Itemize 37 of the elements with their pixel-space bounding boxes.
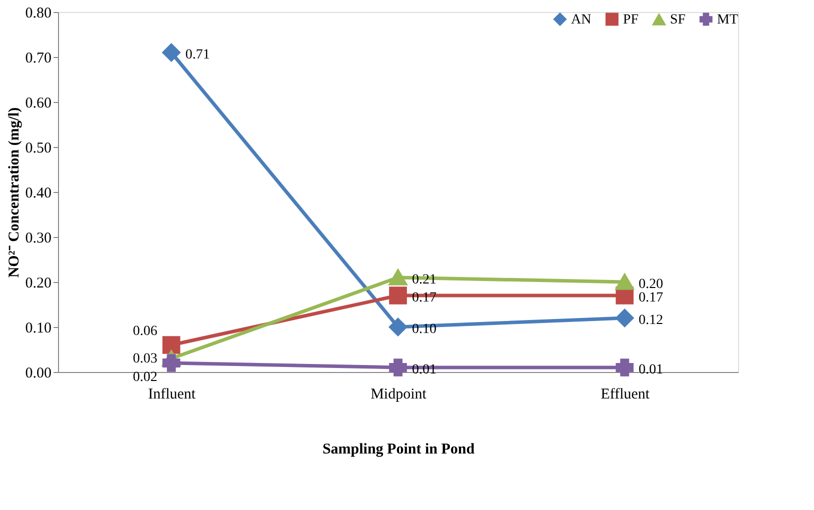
data-label: 0.17 xyxy=(638,290,664,306)
data-label: 0.06 xyxy=(132,324,158,339)
legend-label: PF xyxy=(623,12,639,28)
point xyxy=(389,358,407,376)
y-axis-title: NO²⁻ Concentration (mg/l) xyxy=(6,107,22,278)
y-tick-label: 0.70 xyxy=(25,50,52,66)
y-tick-label: 0.30 xyxy=(25,230,52,246)
y-tick-label: 0.50 xyxy=(25,140,52,156)
point xyxy=(389,270,407,286)
data-label: 0.02 xyxy=(132,370,158,385)
data-label: 0.01 xyxy=(412,362,436,378)
y-tick-label: 0.40 xyxy=(25,186,52,202)
point xyxy=(162,336,180,354)
y-tick-label: 0.10 xyxy=(25,320,52,336)
legend-label: MT xyxy=(717,12,738,28)
point xyxy=(162,44,180,62)
data-label: 0.20 xyxy=(638,277,664,292)
point xyxy=(389,286,407,304)
data-label: 0.71 xyxy=(185,48,210,62)
x-tick-label: Influent xyxy=(148,386,196,402)
y-tick-label: 0.20 xyxy=(25,276,52,292)
point xyxy=(616,358,634,376)
point xyxy=(616,309,634,327)
x-tick-label: Effluent xyxy=(600,386,650,402)
y-tick-label: 0.60 xyxy=(25,96,52,112)
data-label: 0.03 xyxy=(132,352,158,366)
legend-label: AN xyxy=(571,12,592,28)
data-label: 0.12 xyxy=(638,313,664,328)
point xyxy=(162,354,180,372)
point xyxy=(389,318,407,336)
y-tick-label: 0.80 xyxy=(25,6,52,22)
legend-label: SF xyxy=(670,12,686,28)
data-label: 0.01 xyxy=(638,362,664,378)
x-tick-label: Midpoint xyxy=(370,386,428,402)
y-tick-label: 0.00 xyxy=(25,366,52,382)
x-axis-title: Sampling Point in Pond xyxy=(322,442,476,458)
point xyxy=(616,274,634,290)
